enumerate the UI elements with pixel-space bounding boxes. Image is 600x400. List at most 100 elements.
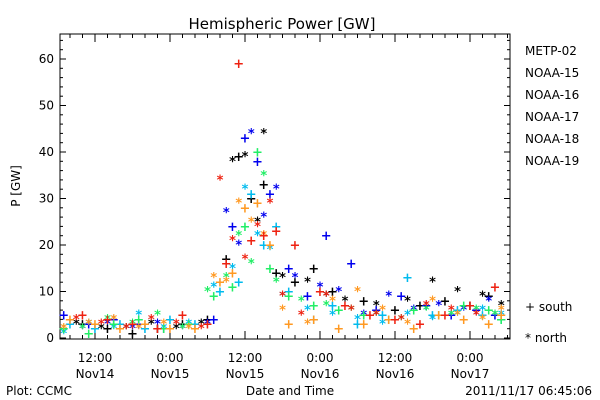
data-point-north: * [248,127,255,142]
legend-entry: NOAA-18 [525,132,579,146]
data-point-north: * [198,322,205,337]
data-point-south: + [158,322,169,337]
data-point-south: + [227,280,238,295]
data-point-north: * [223,271,230,286]
data-point-north: * [267,243,274,258]
data-point-south: + [58,308,69,323]
data-point-south: + [133,313,144,328]
data-point-north: * [254,220,261,235]
data-point-south: + [365,308,376,323]
data-point-north: * [454,308,461,323]
data-point-north: * [279,290,286,305]
data-point-north: * [298,308,305,323]
data-point-south: + [258,178,269,193]
data-point-south: + [340,299,351,314]
data-point-north: * [292,271,299,286]
data-point-south: + [190,322,201,337]
data-point-north: * [335,285,342,300]
data-point-south: + [496,313,507,328]
data-point-north: * [360,308,367,323]
data-point-south: + [83,327,94,342]
y-tick-label: 30 [39,192,54,206]
data-point-north: * [342,294,349,309]
data-point-south: + [252,197,263,212]
data-point-north: * [235,229,242,244]
data-point-north: * [304,318,311,333]
data-point-south: + [258,229,269,244]
data-point-north: * [317,280,324,295]
data-point-north: * [129,318,136,333]
data-point-north: * [104,313,111,328]
data-point-south: + [252,155,263,170]
data-point-south: + [115,322,126,337]
data-point-north: * [354,313,361,328]
data-point-south: + [271,266,282,281]
data-point-south: + [315,285,326,300]
data-point-north: * [229,262,236,277]
legend: METP-02 NOAA-15 NOAA-16 NOAA-17 NOAA-18 NOAA-… [525,44,579,168]
data-point-south: + [352,318,363,333]
chart-title: Hemispheric Power [GW] [189,15,376,33]
data-point-south: + [333,304,344,319]
legend-entry: NOAA-15 [525,66,579,80]
data-point-north: * [154,308,161,323]
data-point-north: * [473,304,480,319]
data-point-north: * [479,304,486,319]
data-point-south: + [471,304,482,319]
data-point-south: + [290,239,301,254]
data-point-north: * [223,276,230,291]
data-point-south: + [402,271,413,286]
data-point-north: * [104,318,111,333]
data-point-north: * [498,304,505,319]
data-point-south: + [221,252,232,267]
legend-entry: NOAA-17 [525,110,579,124]
data-point-south: + [290,276,301,291]
data-point-north: * [160,318,167,333]
data-point-south: + [190,318,201,333]
data-point-south: + [233,57,244,72]
data-point-north: * [435,299,442,314]
data-point-north: * [79,322,86,337]
data-point-south: + [77,318,88,333]
data-point-south: + [483,304,494,319]
data-point-north: * [479,290,486,305]
data-point-south: + [208,290,219,305]
legend-north: * north [525,331,567,345]
data-point-south: + [246,192,257,207]
data-point-north: * [498,299,505,314]
data-point-south: + [208,313,219,328]
data-point-north: * [110,322,117,337]
data-point-south: + [358,294,369,309]
data-point-south: + [490,280,501,295]
data-point-south: + [427,308,438,323]
data-point-north: * [479,313,486,328]
data-point-south: + [396,290,407,305]
data-point-north: * [98,318,105,333]
data-point-south: + [177,308,188,323]
data-point-north: * [173,318,180,333]
data-point-south: + [271,225,282,240]
data-point-south: + [308,313,319,328]
data-point-south: + [102,322,113,337]
data-point-south: + [227,266,238,281]
data-point-south: + [496,308,507,323]
data-point-north: * [460,304,467,319]
data-point-south: + [383,313,394,328]
y-tick-label: 50 [39,99,54,113]
data-point-north: * [423,304,430,319]
y-axis: 0 10 20 30 40 50 60 [39,39,510,345]
data-point-south: + [415,318,426,333]
data-point-north: * [398,313,405,328]
legend-south: + south [525,300,572,314]
data-point-south: + [102,313,113,328]
data-point-south: + [452,304,463,319]
data-point-north: * [454,308,461,323]
data-point-south: + [433,308,444,323]
data-point-north: * [448,304,455,319]
data-point-south: + [108,313,119,328]
data-point-north: * [323,290,330,305]
data-point-south: + [158,322,169,337]
data-point-south: + [346,257,357,272]
data-point-south: + [408,304,419,319]
data-point-south: + [177,318,188,333]
